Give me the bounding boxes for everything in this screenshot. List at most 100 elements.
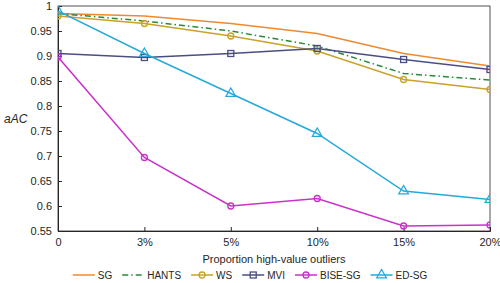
series-marker <box>228 33 234 39</box>
series-marker <box>487 67 490 73</box>
y-tick: 0.75 <box>31 125 62 137</box>
legend: SG HANTS WS MVI BISE-SG ED-SG <box>73 269 428 280</box>
legend-label: WS <box>216 270 232 281</box>
series-line <box>58 57 490 226</box>
x-tick-mark <box>144 227 145 231</box>
legend-label: SG <box>98 270 113 281</box>
x-tick-label: 5% <box>223 236 239 248</box>
y-tick-mark <box>58 81 62 82</box>
x-tick: 20% <box>479 227 500 248</box>
series-marker <box>401 57 407 63</box>
y-tick: 0.95 <box>31 25 62 37</box>
series-marker <box>487 87 490 93</box>
legend-item: SG <box>73 270 113 281</box>
legend-item: WS <box>191 270 232 281</box>
series-line <box>58 14 490 81</box>
x-axis-line <box>59 227 491 232</box>
y-tick-mark <box>58 131 62 132</box>
series-marker <box>485 194 490 202</box>
x-tick: 15% <box>393 227 415 248</box>
y-tick: 0.7 <box>37 150 62 162</box>
plot: 03%5%10%15%20%0.550.60.650.70.750.80.850… <box>31 0 500 248</box>
series-marker <box>487 222 490 228</box>
series-marker <box>314 46 320 52</box>
legend-item: MVI <box>242 270 285 281</box>
legend-label: HANTS <box>147 270 181 281</box>
legend-marker <box>250 272 256 278</box>
y-tick-mark <box>58 31 62 32</box>
legend-label: ED-SG <box>396 270 428 281</box>
legend-swatch <box>242 274 264 276</box>
y-tick-label: 0.7 <box>37 150 52 162</box>
y-tick-mark <box>58 181 62 182</box>
legend-swatch <box>371 274 393 276</box>
series-line <box>58 49 490 70</box>
series-marker <box>141 21 147 27</box>
legend-item: ED-SG <box>371 269 428 280</box>
y-tick-label: 1 <box>46 0 52 12</box>
legend-label: MVI <box>267 270 285 281</box>
x-tick-label: 15% <box>393 236 415 248</box>
legend-label: BISE-SG <box>320 270 361 281</box>
series-marker <box>58 54 61 60</box>
series-marker <box>141 155 147 161</box>
x-tick: 3% <box>137 227 153 248</box>
x-tick-mark <box>231 227 232 231</box>
legend-marker <box>199 272 205 278</box>
series-marker <box>399 185 409 193</box>
y-tick-label: 0.6 <box>37 200 52 212</box>
y-tick-label: 0.55 <box>31 225 52 237</box>
y-tick: 1 <box>46 0 62 12</box>
y-axis: 0.55 0.6 0.65 0.7 0.75 0.8 0.85 0.9 0.95 1 <box>31 0 62 237</box>
y-tick-mark <box>58 106 62 107</box>
series-marker <box>314 196 320 202</box>
chart: 03%5%10%15%20%0.550.60.650.70.750.80.850… <box>0 0 500 283</box>
plot-frame <box>58 6 490 231</box>
y-axis-title: aAC <box>4 112 28 126</box>
series-marker <box>140 48 150 56</box>
legend-swatch <box>73 274 95 276</box>
x-axis-title: Proportion high-value outliers <box>202 253 346 265</box>
y-tick-label: 0.9 <box>37 50 52 62</box>
series-marker <box>401 223 407 229</box>
y-tick-label: 0.75 <box>31 125 52 137</box>
y-tick-label: 0.95 <box>31 25 52 37</box>
x-tick-label: 20% <box>479 236 500 248</box>
y-tick: 0.65 <box>31 175 62 187</box>
series-marker <box>228 203 234 209</box>
x-tick-mark <box>317 227 318 231</box>
series-marker <box>58 6 63 14</box>
y-tick-label: 0.8 <box>37 100 52 112</box>
legend-item: BISE-SG <box>295 270 361 281</box>
series-line <box>58 11 490 200</box>
y-tick-mark <box>58 231 62 232</box>
legend-swatch <box>295 274 317 276</box>
y-axis-line <box>59 7 63 232</box>
y-tick: 0.85 <box>31 75 62 87</box>
y-tick-label: 0.65 <box>31 175 52 187</box>
series-group <box>58 6 490 229</box>
x-tick: 10% <box>307 227 329 248</box>
y-tick-mark <box>58 206 62 207</box>
series-marker <box>226 88 236 96</box>
legend-swatch <box>122 274 144 276</box>
y-tick: 0.6 <box>37 200 62 212</box>
series-marker <box>401 77 407 83</box>
y-tick-mark <box>58 156 62 157</box>
y-tick: 0.9 <box>37 50 62 62</box>
x-tick: 5% <box>223 227 239 248</box>
legend-marker <box>303 272 309 278</box>
series-line <box>58 16 490 90</box>
x-tick-label: 10% <box>307 236 329 248</box>
legend-marker <box>377 269 387 277</box>
y-tick: 0.55 <box>31 225 62 237</box>
series-marker <box>141 55 147 61</box>
y-tick: 0.8 <box>37 100 62 112</box>
x-axis: 0 3% 5% 10% 15% 20% <box>55 227 500 248</box>
legend-item: HANTS <box>122 270 181 281</box>
x-tick-mark <box>490 227 491 231</box>
x-tick-label: 0 <box>55 236 61 248</box>
series-marker <box>312 128 322 136</box>
y-tick-label: 0.85 <box>31 75 52 87</box>
legend-swatch <box>191 274 213 276</box>
